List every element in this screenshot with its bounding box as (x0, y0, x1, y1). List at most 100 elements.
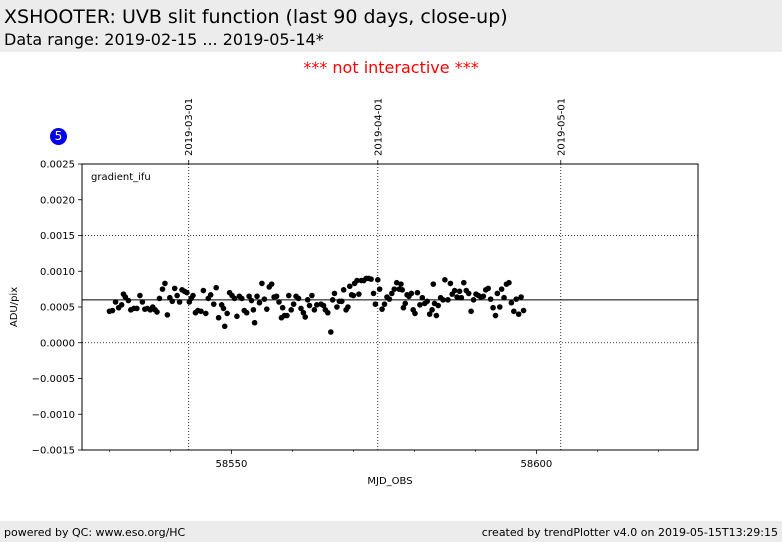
data-point (251, 319, 258, 326)
data-point (139, 299, 146, 305)
data-point (389, 290, 395, 297)
data-point (435, 302, 441, 309)
data-point (451, 287, 458, 294)
data-point (248, 297, 255, 304)
data-point (259, 280, 265, 287)
data-point (268, 281, 275, 287)
y-tick-label: 0.0000 (40, 338, 75, 349)
data-point (379, 306, 385, 312)
data-point (381, 301, 388, 307)
data-point (276, 299, 282, 305)
data-point (375, 277, 381, 283)
data-point (328, 329, 334, 335)
data-point (198, 308, 204, 315)
data-point (264, 306, 270, 312)
data-point (159, 286, 166, 292)
data-point (184, 289, 190, 296)
plot-number-badge[interactable]: 5 (50, 128, 67, 145)
data-point (400, 304, 407, 311)
x-tick-label: 58600 (520, 459, 552, 470)
footer-powered-by: powered by QC: www.eso.org/HC (4, 526, 186, 539)
data-point (169, 298, 176, 305)
data-point (424, 298, 431, 305)
data-point (304, 297, 311, 303)
data-point (496, 304, 503, 310)
data-point (508, 299, 515, 306)
y-tick-label: 0.0010 (40, 267, 75, 278)
data-point (224, 310, 230, 317)
y-tick-label: −0.0010 (32, 410, 75, 421)
data-point (171, 285, 178, 292)
data-point (480, 293, 487, 300)
data-point (399, 287, 405, 293)
data-point (334, 304, 340, 310)
x-axis-label: MJD_OBS (367, 476, 412, 487)
data-point (426, 311, 433, 317)
data-point (498, 286, 505, 292)
data-point (370, 290, 377, 297)
data-point (465, 290, 472, 297)
y-tick-label: 0.0020 (40, 195, 75, 206)
data-point (433, 312, 440, 319)
header-band: XSHOOTER: UVB slit function (last 90 day… (0, 0, 782, 52)
data-point (354, 277, 360, 284)
data-point (412, 310, 418, 317)
data-point (402, 300, 409, 307)
data-point (458, 294, 465, 301)
data-point (346, 283, 353, 290)
data-point (372, 301, 379, 307)
data-point (109, 307, 116, 314)
not-interactive-notice: *** not interactive *** (303, 58, 479, 77)
data-point (125, 297, 132, 304)
data-point (368, 276, 374, 282)
data-point (137, 292, 143, 299)
page-title: XSHOOTER: UVB slit function (last 90 day… (4, 6, 508, 28)
data-point (320, 302, 327, 309)
data-point (391, 286, 398, 292)
data-point (386, 296, 393, 302)
data-point (164, 312, 171, 318)
data-point (162, 280, 168, 287)
data-point (442, 277, 448, 283)
data-point (176, 299, 183, 305)
data-point (429, 307, 435, 313)
data-point (231, 295, 238, 302)
data-point (300, 309, 307, 316)
data-point (290, 301, 297, 307)
data-point (156, 295, 163, 302)
data-point (501, 294, 507, 301)
data-point (445, 297, 451, 303)
data-point (238, 295, 245, 302)
data-point (215, 314, 222, 321)
data-point (520, 307, 527, 314)
data-point (408, 290, 415, 297)
data-point (200, 287, 207, 294)
data-point (515, 311, 522, 317)
data-point (440, 297, 446, 303)
data-point (376, 286, 383, 292)
data-point (273, 293, 280, 300)
data-point (340, 287, 347, 293)
data-point (419, 294, 426, 301)
date-marker-label-1: 2019-04-01 (373, 98, 384, 156)
data-point (174, 292, 180, 299)
data-point (456, 288, 463, 295)
data-point (221, 323, 228, 330)
data-point (511, 308, 517, 315)
data-point (210, 301, 217, 307)
data-point (518, 294, 524, 300)
y-tick-label: 0.0015 (40, 231, 75, 242)
y-tick-label: −0.0005 (32, 374, 75, 385)
data-point (311, 307, 318, 313)
data-point (487, 296, 494, 302)
data-point (350, 292, 357, 299)
data-point (417, 302, 423, 308)
data-point (295, 295, 302, 302)
y-tick-label: −0.0015 (32, 446, 75, 457)
panel-label: gradient_ifu (91, 172, 151, 183)
data-point (207, 292, 214, 298)
data-point (112, 299, 119, 305)
data-point (246, 293, 252, 300)
data-point (284, 312, 290, 319)
